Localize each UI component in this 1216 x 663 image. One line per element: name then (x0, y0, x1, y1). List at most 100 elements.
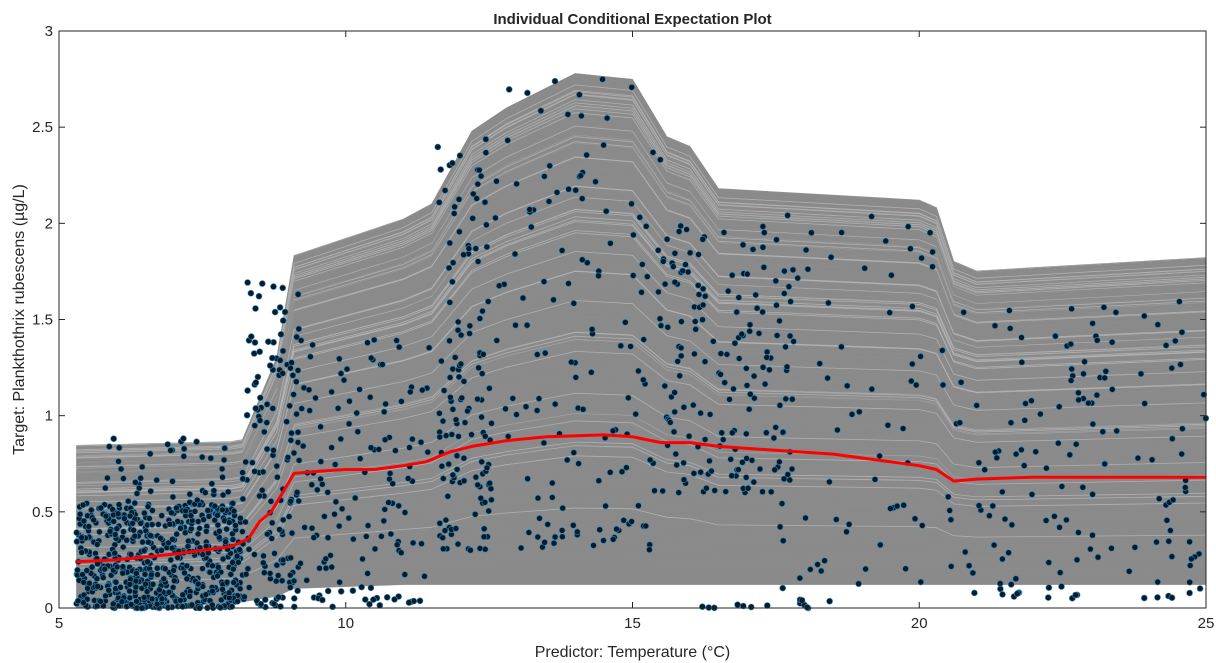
ice-curve (76, 283, 1207, 513)
observation-point (680, 403, 688, 411)
observation-point (1141, 594, 1148, 602)
observation-point (918, 522, 926, 529)
ice-curve (76, 446, 1207, 566)
observation-point (717, 350, 725, 357)
observation-point (114, 510, 122, 518)
observation-point (79, 501, 87, 509)
observation-point (750, 478, 758, 486)
observation-point (380, 517, 388, 525)
observation-point (1169, 496, 1177, 504)
observation-point (544, 521, 552, 528)
observation-point (260, 428, 268, 436)
observation-point (780, 475, 788, 483)
observation-point (1087, 545, 1094, 553)
observation-point (649, 149, 657, 156)
observation-point (908, 360, 916, 368)
observation-point (437, 166, 445, 173)
observation-point (146, 515, 153, 522)
observation-point (1055, 403, 1063, 411)
observation-point (258, 486, 266, 494)
observation-point (991, 448, 999, 456)
observation-point (119, 563, 127, 570)
observation-point (110, 518, 117, 525)
observation-point (268, 519, 276, 527)
observation-point (487, 485, 495, 493)
observation-point (338, 505, 346, 513)
observation-point (1196, 585, 1204, 592)
observation-point (511, 250, 519, 258)
observation-point (129, 519, 136, 527)
observation-point (838, 343, 845, 351)
axis-ticks: 5 10 15 20 25 0 0.5 1 1.5 2 2.5 3 (32, 23, 1214, 632)
observation-point (199, 551, 207, 558)
observation-point (759, 308, 766, 316)
observation-point (701, 436, 709, 443)
observation-point (537, 107, 545, 114)
observation-point (998, 488, 1006, 496)
observation-point (683, 226, 690, 233)
observation-point (242, 570, 250, 578)
observation-point (180, 445, 188, 453)
observation-point (141, 571, 149, 578)
observation-point (733, 308, 741, 316)
observation-point (991, 322, 999, 330)
observation-point (194, 530, 202, 538)
observation-point (578, 112, 585, 120)
observation-point (294, 367, 302, 374)
observation-point (1021, 416, 1029, 424)
observation-point (902, 565, 909, 573)
ice-curve (76, 420, 1207, 557)
observation-point (345, 514, 353, 522)
observation-point (790, 338, 797, 345)
observation-point (570, 299, 578, 307)
observation-point (460, 251, 467, 258)
observation-point (466, 322, 474, 330)
observation-point (316, 564, 323, 572)
observation-point (661, 382, 669, 390)
observation-point (466, 330, 473, 337)
observation-point (354, 428, 362, 436)
observation-point (559, 504, 567, 512)
observation-point (101, 565, 108, 573)
observation-point (211, 516, 218, 524)
observation-point (179, 603, 186, 610)
observation-point (329, 603, 336, 611)
observation-point (678, 318, 685, 325)
observation-point (1089, 320, 1096, 327)
observation-point (216, 527, 223, 535)
observation-point (1018, 334, 1025, 341)
observation-point (643, 273, 651, 280)
observation-point (738, 330, 746, 338)
observation-point (303, 576, 311, 584)
observation-point (832, 516, 840, 523)
observation-point (1085, 399, 1092, 407)
observation-point (569, 521, 577, 529)
observation-point (747, 603, 755, 611)
observation-point (1075, 396, 1082, 404)
observation-point (1066, 451, 1074, 459)
observation-point (1018, 358, 1026, 366)
observation-point (522, 403, 530, 411)
observation-point (205, 512, 213, 520)
observation-point (324, 587, 332, 595)
observation-point (785, 283, 793, 290)
observation-point (252, 405, 259, 412)
observation-point (600, 537, 607, 544)
observation-point (1109, 386, 1116, 393)
observation-point (651, 487, 658, 495)
observation-point (405, 599, 413, 606)
observation-point (483, 464, 491, 472)
observation-point (229, 499, 237, 507)
observation-point (367, 354, 375, 362)
observation-point (642, 522, 650, 530)
ice-curve (76, 346, 1207, 533)
observation-point (286, 571, 294, 579)
observation-point (467, 546, 474, 554)
observation-point (1037, 410, 1044, 418)
observation-point (632, 410, 640, 418)
observation-point (526, 206, 534, 213)
observation-point (534, 533, 542, 541)
observation-point (767, 488, 775, 496)
observation-point (126, 587, 133, 595)
